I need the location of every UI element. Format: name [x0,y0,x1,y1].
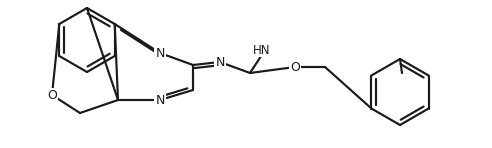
Text: O: O [47,89,57,102]
Text: HN: HN [253,44,271,57]
Text: N: N [155,46,165,59]
Text: N: N [155,94,165,107]
Text: O: O [290,61,300,74]
Text: N: N [215,56,225,69]
